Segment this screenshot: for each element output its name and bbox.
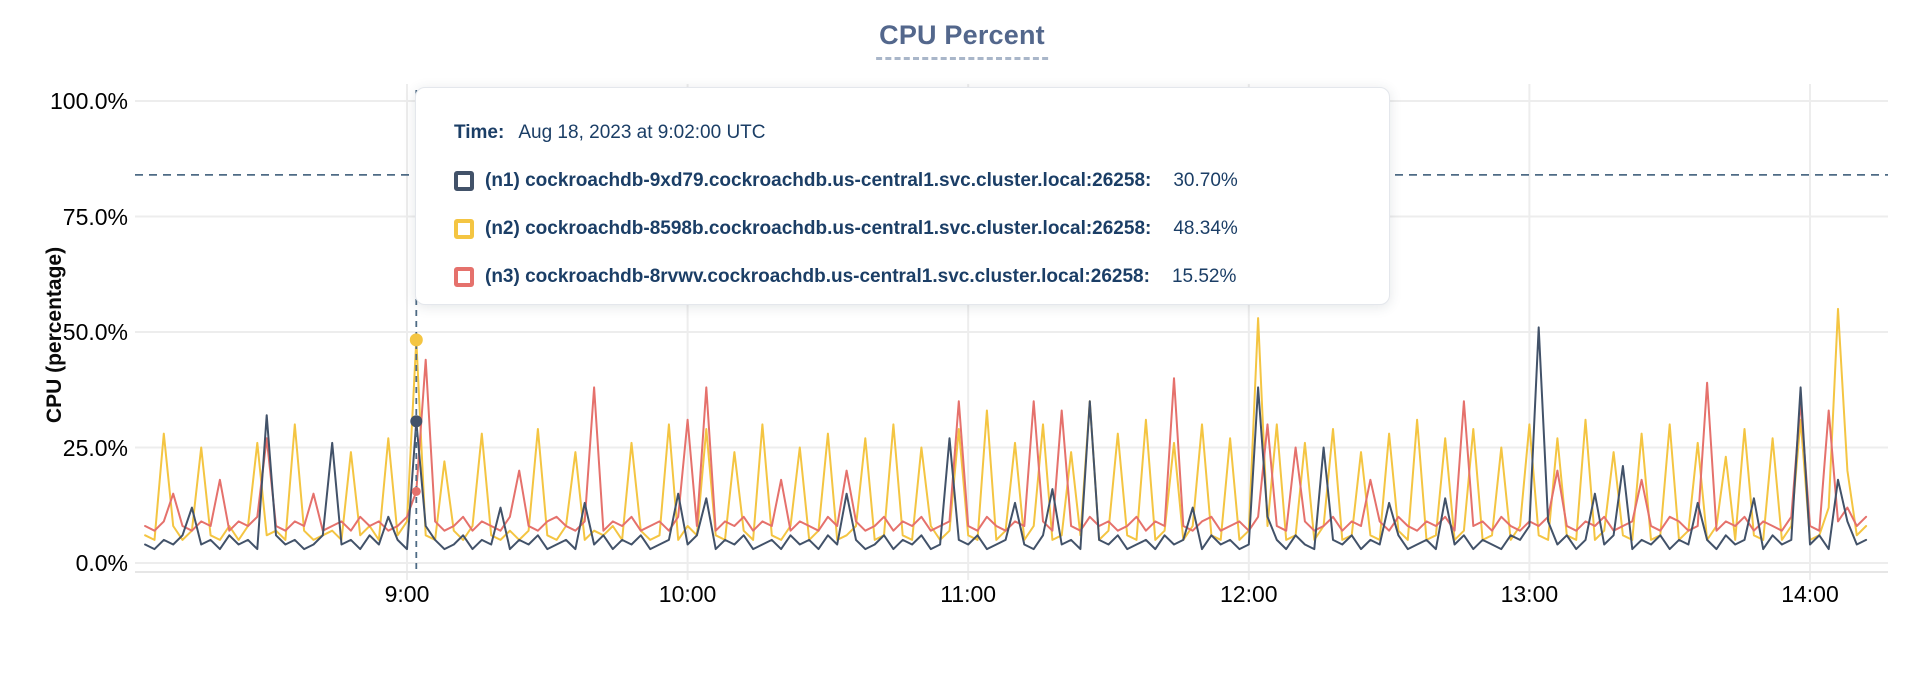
chart-hover-tooltip: Time: Aug 18, 2023 at 9:02:00 UTC (n1) co… — [415, 87, 1390, 305]
y-axis-tick-label: 50.0% — [62, 319, 128, 345]
tooltip-time-value: Aug 18, 2023 at 9:02:00 UTC — [518, 122, 766, 143]
tooltip-time-label: Time: — [454, 122, 505, 143]
x-axis-tick-label: 11:00 — [940, 581, 997, 607]
x-axis-tick-label: 10:00 — [658, 581, 717, 607]
series-n1-value: 30.70% — [1173, 170, 1238, 191]
x-axis-tick-label: 14:00 — [1781, 581, 1839, 607]
series-line-n1 — [144, 326, 1868, 551]
series-n3-name: (n3) cockroachdb-8rvwv.cockroachdb.us-ce… — [485, 266, 1150, 287]
series-line-n2 — [144, 307, 1868, 541]
series-n1-name: (n1) cockroachdb-9xd79.cockroachdb.us-ce… — [485, 170, 1152, 191]
x-axis-tick-label: 9:00 — [384, 581, 430, 607]
tooltip-series-row: (n3) cockroachdb-8rvwv.cockroachdb.us-ce… — [454, 264, 1355, 290]
y-axis-tick-label: 0.0% — [75, 550, 128, 576]
series-n2-value: 48.34% — [1173, 218, 1238, 239]
cursor-point-n2 — [409, 333, 423, 347]
series-n1-swatch-icon — [454, 171, 474, 191]
series-n2-name: (n2) cockroachdb-8598b.cockroachdb.us-ce… — [485, 218, 1152, 239]
x-axis-tick-label: 13:00 — [1500, 581, 1559, 607]
x-axis-tick-label: 12:00 — [1220, 581, 1278, 607]
tooltip-series-row: (n2) cockroachdb-8598b.cockroachdb.us-ce… — [454, 216, 1355, 242]
series-n2-swatch-icon — [454, 219, 474, 239]
cursor-point-n3 — [411, 486, 421, 496]
y-axis-tick-label: 100.0% — [49, 88, 128, 114]
cursor-point-n1 — [410, 415, 423, 428]
y-axis-tick-label: 75.0% — [62, 203, 128, 230]
tooltip-series-row: (n1) cockroachdb-9xd79.cockroachdb.us-ce… — [454, 168, 1355, 194]
series-n3-value: 15.52% — [1171, 266, 1237, 287]
tooltip-time-row: Time: Aug 18, 2023 at 9:02:00 UTC — [454, 120, 1355, 146]
chart-title[interactable]: CPU Percent — [876, 20, 1048, 60]
series-n3-swatch-icon — [454, 267, 474, 287]
y-axis-tick-label: 25.0% — [62, 434, 128, 461]
series-line-n3 — [144, 358, 1868, 532]
